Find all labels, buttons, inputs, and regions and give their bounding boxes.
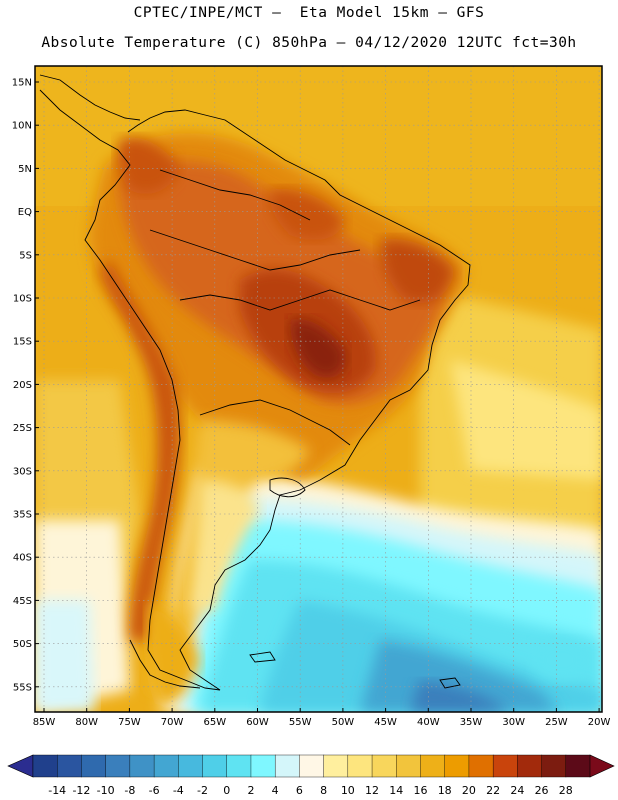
colorbar-label: -6 xyxy=(149,784,160,797)
map-title: CPTEC/INPE/MCT – Eta Model 15km – GFS xyxy=(133,5,485,21)
colorbar-swatch xyxy=(32,754,58,778)
colorbar-swatch xyxy=(541,754,567,778)
latitude-axis: 15N 10N 5N EQ 5S 10S 15S 20S 25S 30S 35S 40S 45S 50S 5… xyxy=(12,78,39,693)
coastline xyxy=(39,74,471,691)
lon-label: 80W xyxy=(75,717,98,728)
colorbar-label: 22 xyxy=(486,784,500,797)
lat-label: 20S xyxy=(13,380,32,391)
colorbar-under-arrow xyxy=(7,754,34,778)
colorbar-swatch xyxy=(153,754,179,778)
colorbar-label: 14 xyxy=(389,784,403,797)
colorbar-label: 26 xyxy=(535,784,549,797)
lon-label: 40W xyxy=(417,717,440,728)
colorbar-swatch xyxy=(274,754,300,778)
colorbar-label: -4 xyxy=(173,784,184,797)
lat-label: 35S xyxy=(13,510,32,521)
colorbar-swatch xyxy=(468,754,494,778)
colorbar-swatch xyxy=(323,754,349,778)
lat-label: 55S xyxy=(13,682,32,693)
lon-label: 45W xyxy=(374,717,397,728)
colorbar-label: -10 xyxy=(97,784,115,797)
colorbar-label: 4 xyxy=(272,784,279,797)
colorbar-swatch xyxy=(396,754,421,778)
colorbar-label: -12 xyxy=(72,784,90,797)
lon-label: 55W xyxy=(289,717,312,728)
colorbar-swatch xyxy=(299,754,325,778)
colorbar-label: 8 xyxy=(320,784,327,797)
colorbar-label: 10 xyxy=(341,784,355,797)
colorbar-swatch xyxy=(420,754,446,778)
colorbar-label: 24 xyxy=(510,784,524,797)
colorbar-swatch xyxy=(250,754,276,778)
lon-label: 70W xyxy=(161,717,184,728)
colorbar-swatch xyxy=(444,754,470,778)
lon-label: 35W xyxy=(460,717,483,728)
colorbar-label: 6 xyxy=(296,784,303,797)
lon-label: 65W xyxy=(203,717,226,728)
lon-label: 50W xyxy=(332,717,355,728)
colorbar-swatch xyxy=(57,754,82,778)
lat-label: 5S xyxy=(19,250,32,261)
lat-label: 25S xyxy=(13,423,32,434)
lat-label: 30S xyxy=(13,466,32,477)
colorbar-swatch xyxy=(226,754,252,778)
lat-label: 50S xyxy=(13,639,32,650)
colorbar-swatch xyxy=(81,754,107,778)
map-subtitle: Absolute Temperature (C) 850hPa – 04/12/… xyxy=(41,35,577,51)
colorbar-label: -14 xyxy=(48,784,66,797)
lat-label: 45S xyxy=(13,596,32,607)
map-panel: 15N 10N 5N EQ 5S 10S 15S 20S 25S 30S 35S 40S 45S 50S 5… xyxy=(7,65,615,797)
plot-frame xyxy=(34,65,603,713)
lon-label: 30W xyxy=(502,717,525,728)
colorbar-over-arrow xyxy=(589,754,615,778)
colorbar-label: 2 xyxy=(247,784,254,797)
colorbar-label: -8 xyxy=(124,784,135,797)
colorbar-label: 16 xyxy=(413,784,427,797)
colorbar-label: 20 xyxy=(462,784,476,797)
lat-label: 15S xyxy=(13,337,32,348)
temperature-field xyxy=(35,66,602,712)
colorbar-swatch xyxy=(129,754,155,778)
colorbar-label: 28 xyxy=(559,784,573,797)
lon-label: 20W xyxy=(588,717,611,728)
lat-label: 5N xyxy=(18,164,32,175)
lon-label: 85W xyxy=(33,717,56,728)
colorbar-swatch xyxy=(517,754,543,778)
lat-label: 10S xyxy=(13,294,32,305)
colorbar-swatch xyxy=(105,754,131,778)
colorbar-swatch xyxy=(202,754,228,778)
colorbar-label: 12 xyxy=(365,784,379,797)
colorbar-swatch xyxy=(492,754,518,778)
colorbar-swatch xyxy=(371,754,397,778)
lat-label: 15N xyxy=(12,78,32,89)
colorbar-label: -2 xyxy=(197,784,208,797)
lon-label: 75W xyxy=(118,717,141,728)
lat-label: 40S xyxy=(13,553,32,564)
colorbar-label: 0 xyxy=(223,784,230,797)
colorbar-swatch xyxy=(565,754,591,778)
colorbar-swatch xyxy=(347,754,373,778)
lat-lon-grid xyxy=(35,66,602,712)
lat-label: 10N xyxy=(12,121,32,132)
lon-label: 25W xyxy=(545,717,568,728)
lon-label: 60W xyxy=(246,717,269,728)
colorbar: -14 -12 -10 -8 -6 -4 -2 0 2 4 6 8 10 12 14 16 18 20 22 24 26… xyxy=(7,754,615,797)
colorbar-label: 18 xyxy=(438,784,452,797)
longitude-axis: 85W 80W 75W 70W 65W 60W 55W 50W 45W 40W 35W 30W 25W 2… xyxy=(33,708,611,728)
colorbar-swatch xyxy=(178,754,204,778)
lat-label: EQ xyxy=(18,207,32,218)
